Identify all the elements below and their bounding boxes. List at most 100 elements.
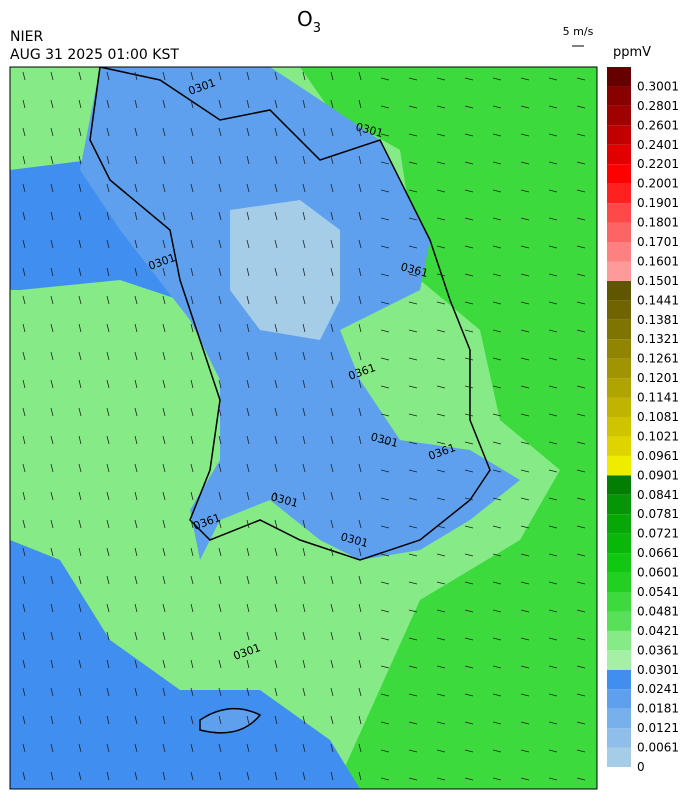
wind-arrow	[464, 441, 474, 445]
wind-arrow	[330, 659, 334, 669]
wind-arrow	[330, 771, 334, 781]
wind-arrow	[358, 715, 362, 725]
wind-arrow	[274, 239, 278, 249]
wind-arrow	[302, 547, 306, 557]
wind-arrow	[50, 351, 54, 361]
wind-arrow	[330, 211, 334, 221]
wind-arrow	[408, 553, 418, 557]
wind-arrow	[78, 211, 82, 221]
colorbar-label: 0.0661	[637, 546, 679, 560]
wind-arrow	[436, 301, 446, 305]
wind-arrow	[50, 99, 54, 109]
wind-arrow	[464, 217, 474, 221]
colorbar-swatch	[607, 514, 631, 534]
wind-arrow	[330, 351, 334, 361]
wind-arrow	[190, 659, 194, 669]
wind-arrow	[302, 715, 306, 725]
wind-arrow	[22, 239, 26, 249]
wind-arrow	[576, 385, 586, 389]
wind-arrow	[520, 133, 530, 137]
wind-arrow	[246, 491, 250, 501]
wind-arrow	[78, 71, 82, 81]
wind-arrow	[492, 749, 502, 753]
wind-arrow	[436, 609, 446, 613]
wind-arrow	[380, 105, 390, 109]
wind-arrow	[380, 385, 390, 389]
wind-arrow	[576, 189, 586, 193]
wind-arrow	[162, 687, 166, 697]
wind-arrow	[548, 749, 558, 753]
wind-arrow	[190, 603, 194, 613]
wind-arrow	[218, 239, 222, 249]
wind-arrow	[436, 497, 446, 501]
wind-arrow	[380, 413, 390, 417]
wind-arrow	[190, 379, 194, 389]
colorbar-swatch	[607, 630, 631, 651]
wind-arrow	[22, 463, 26, 473]
wind-arrow	[274, 211, 278, 221]
wind-arrow	[548, 385, 558, 389]
timestamp: AUG 31 2025 01:00 KST	[10, 47, 179, 63]
wind-arrow	[190, 435, 194, 445]
wind-arrow	[436, 525, 446, 529]
wind-arrow	[190, 407, 194, 417]
wind-arrow	[380, 77, 390, 81]
wind-arrow	[358, 603, 362, 613]
wind-arrow	[358, 575, 362, 585]
colorbar-label: 0.0301	[637, 663, 679, 677]
wind-arrow	[380, 301, 390, 305]
wind-arrow	[464, 525, 474, 529]
colorbar-label: 0.0601	[637, 566, 679, 580]
colorbar-swatch	[607, 183, 631, 204]
wind-arrow	[464, 665, 474, 669]
wind-arrow	[78, 603, 82, 613]
colorbar-label: 0.2001	[637, 177, 679, 191]
wind-arrow	[492, 161, 502, 165]
wind-arrow	[22, 379, 26, 389]
wind-arrow	[380, 777, 390, 781]
wind-arrow	[358, 267, 362, 277]
wind-arrow	[520, 301, 530, 305]
wind-arrow	[576, 777, 586, 781]
wind-arrow	[302, 659, 306, 669]
wind-arrow	[218, 771, 222, 781]
wind-arrow	[134, 519, 138, 529]
colorbar-label: 0.0721	[637, 527, 679, 541]
wind-arrow	[246, 575, 250, 585]
wind-arrow	[302, 351, 306, 361]
wind-arrow	[50, 631, 54, 641]
wind-arrow	[218, 71, 222, 81]
wind-arrow	[274, 351, 278, 361]
colorbar-label: 0.0121	[637, 721, 679, 735]
wind-arrow	[274, 631, 278, 641]
wind-arrow	[436, 217, 446, 221]
wind-arrow	[302, 463, 306, 473]
wind-arrow	[134, 407, 138, 417]
wind-arrow	[106, 239, 110, 249]
wind-arrow	[380, 245, 390, 249]
wind-arrow	[106, 267, 110, 277]
wind-arrow	[548, 189, 558, 193]
wind-arrows	[22, 71, 586, 781]
wind-arrow	[380, 721, 390, 725]
wind-arrow	[134, 351, 138, 361]
colorbar-label: 0.0061	[637, 741, 679, 755]
wind-arrow	[548, 329, 558, 333]
wind-arrow	[50, 183, 54, 193]
wind-arrow	[274, 127, 278, 137]
colorbar-swatch	[607, 125, 631, 145]
wind-arrow	[274, 155, 278, 165]
colorbar-swatch	[607, 475, 631, 495]
wind-arrow	[218, 463, 222, 473]
wind-arrow	[492, 609, 502, 613]
wind-arrow	[22, 631, 26, 641]
wind-arrow	[274, 547, 278, 557]
wind-arrow	[134, 71, 138, 81]
wind-arrow	[492, 497, 502, 501]
colorbar-swatch	[607, 261, 631, 281]
wind-arrow	[358, 99, 362, 109]
wind-arrow	[134, 267, 138, 277]
wind-arrow	[520, 273, 530, 277]
wind-arrow	[190, 547, 194, 557]
